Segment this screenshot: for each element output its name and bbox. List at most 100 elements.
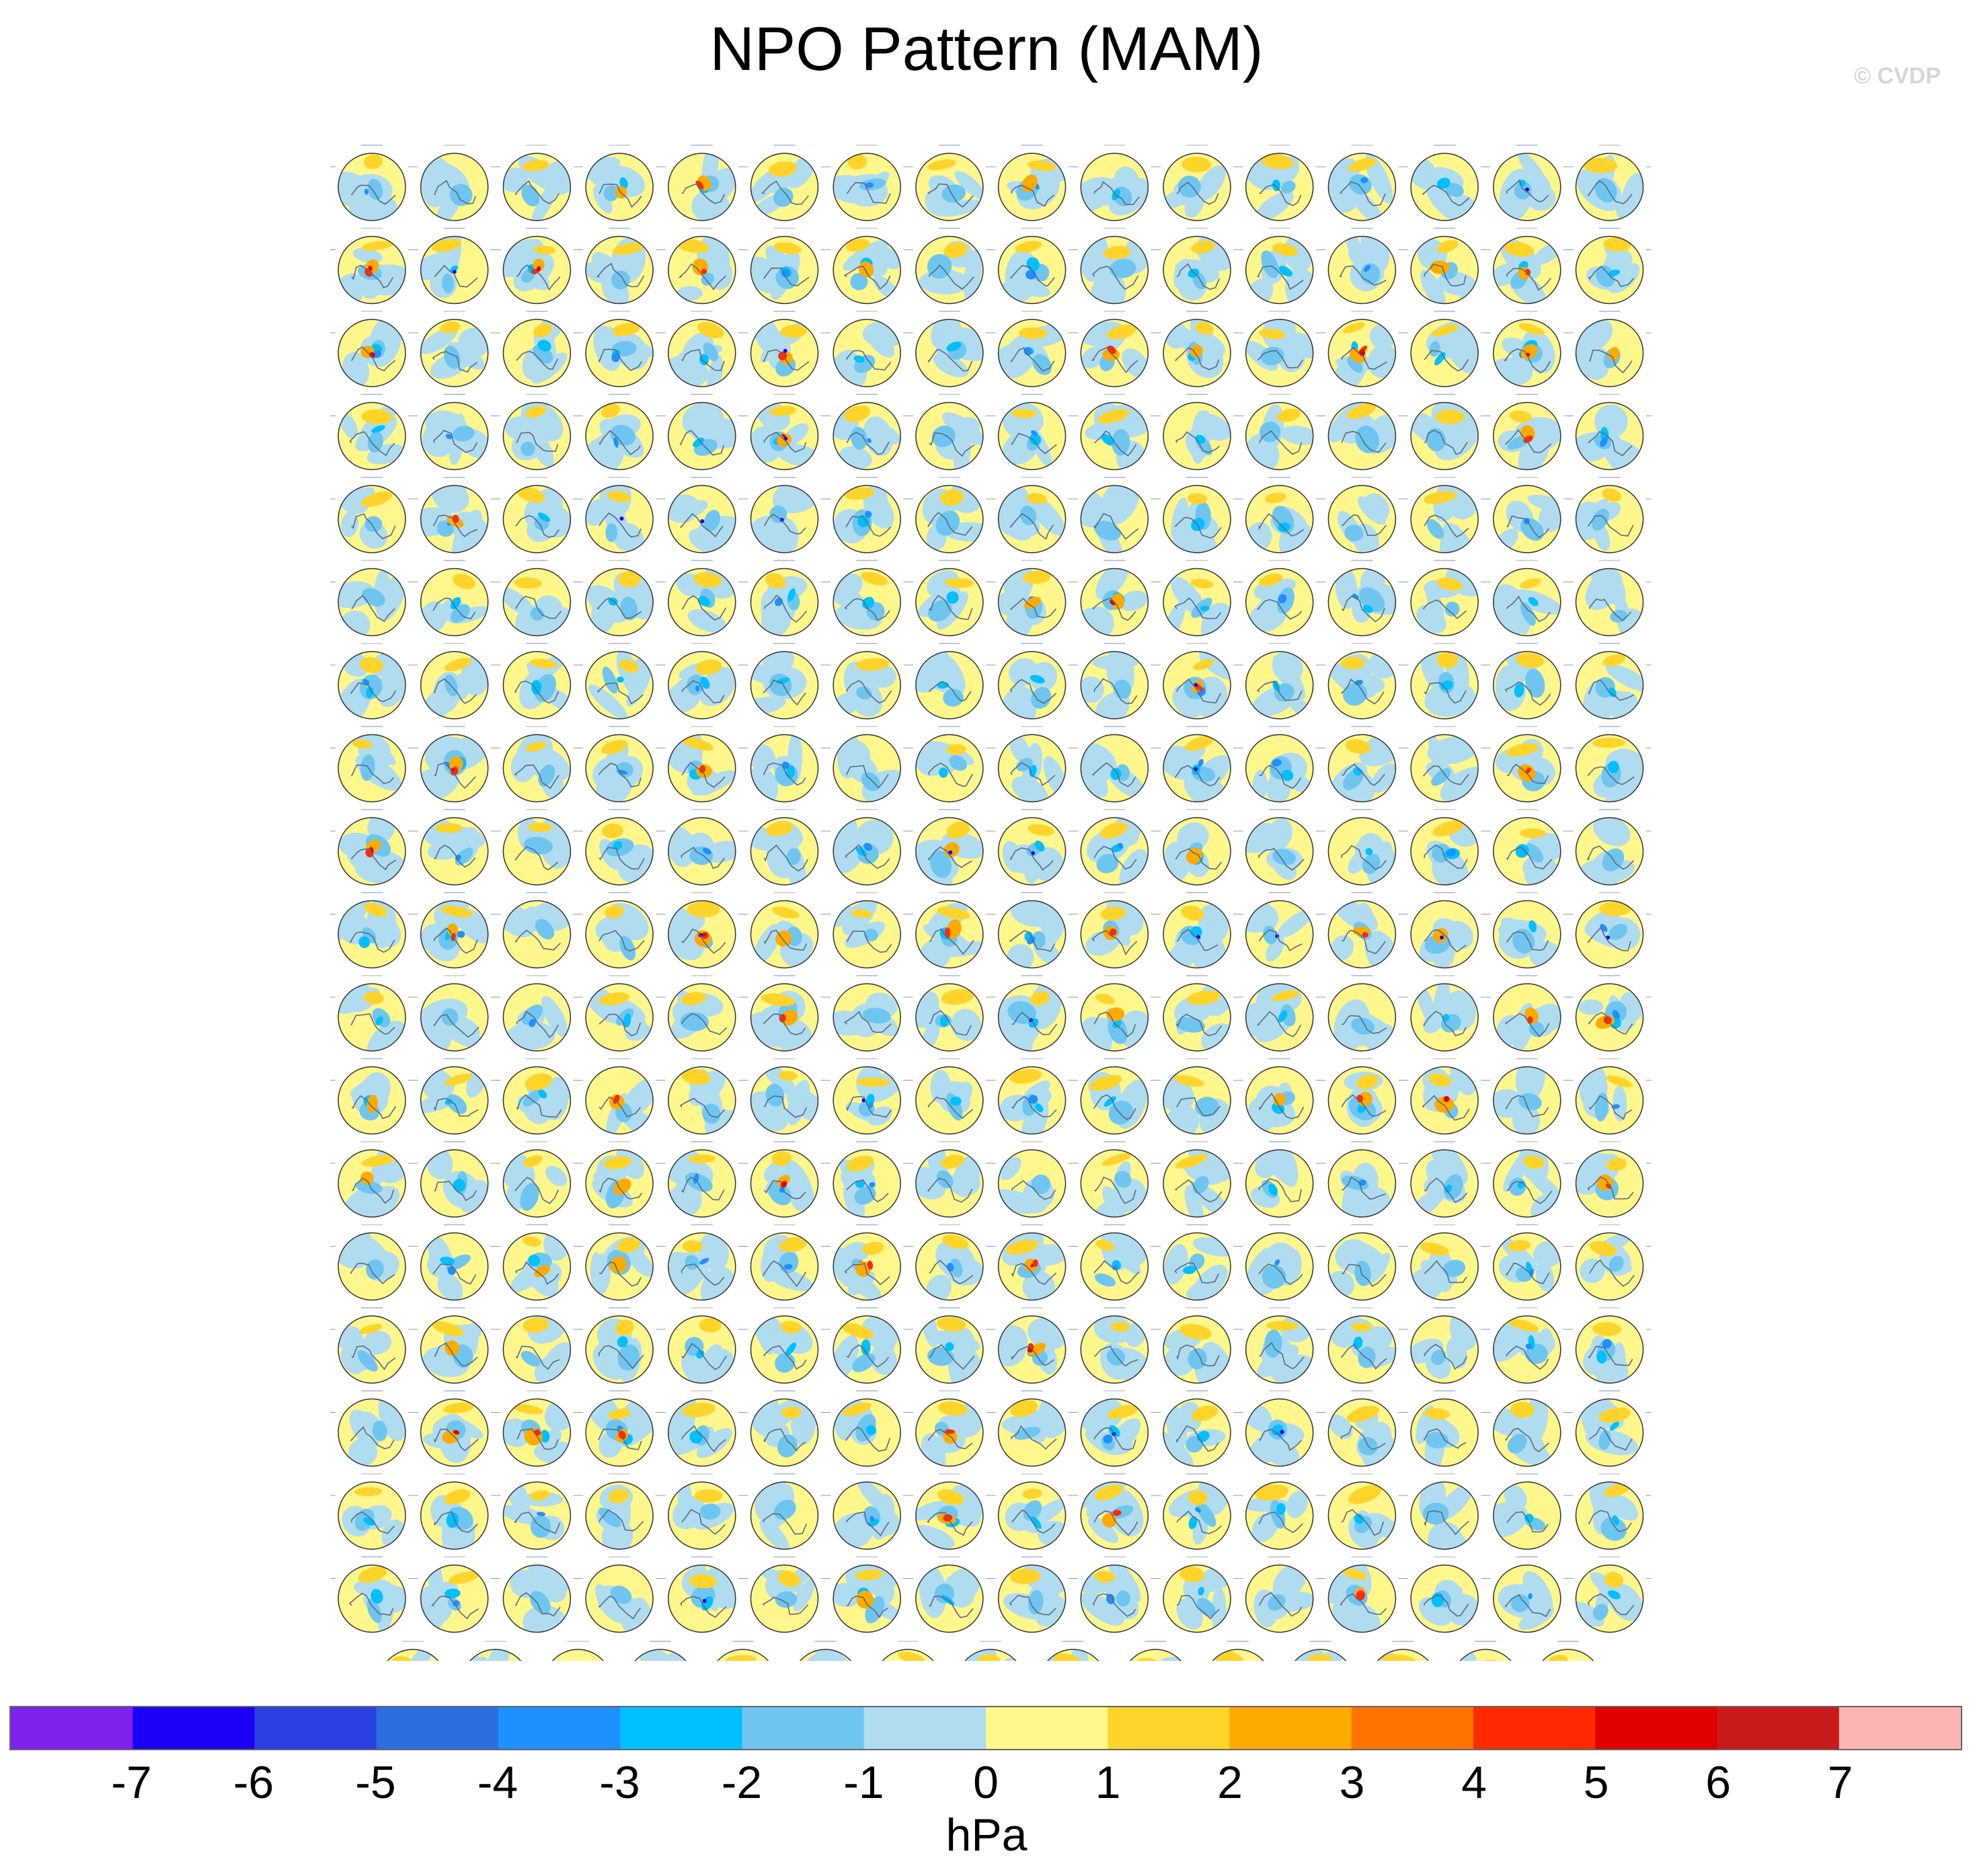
- polar-map-panel: [1568, 559, 1652, 637]
- polar-map-panel: [379, 1641, 447, 1661]
- polar-map-panel: [1155, 1473, 1239, 1550]
- polar-map-panel: [825, 1390, 909, 1467]
- polar-map-panel: [1403, 1473, 1487, 1550]
- polar-map-panel: [742, 975, 826, 1052]
- polar-map-panel: [1403, 1390, 1487, 1467]
- watermark: © CVDP: [1854, 63, 1941, 89]
- polar-map-panel: [1039, 1641, 1107, 1661]
- polar-map-panel: [578, 227, 662, 305]
- colorbar: [9, 1706, 1962, 1750]
- colorbar-box: [620, 1707, 743, 1749]
- polar-map-panel: [412, 1473, 496, 1550]
- polar-map-panel: [1320, 892, 1404, 969]
- polar-map-panel: [1320, 559, 1404, 637]
- polar-map-panel: [742, 145, 826, 221]
- polar-map-panel: [660, 1556, 744, 1633]
- polar-map-panel: [742, 1307, 826, 1384]
- polar-map-panel: [1485, 477, 1569, 553]
- polar-map-panel: [742, 477, 826, 553]
- polar-map-panel: [330, 975, 414, 1052]
- polar-map-panel: [990, 1141, 1074, 1218]
- polar-map-panel: [412, 726, 496, 803]
- polar-map-panel: [627, 1641, 695, 1661]
- polar-map-panel: [330, 227, 414, 305]
- colorbar-tick-label: -4: [477, 1757, 518, 1808]
- polar-map-panel: [660, 643, 744, 719]
- polar-map-panel: [495, 1058, 579, 1135]
- polar-map-panel: [1568, 809, 1652, 886]
- polar-map-panel: [742, 1141, 826, 1218]
- polar-map-panel: [825, 1473, 909, 1550]
- polar-map-panel: [1568, 975, 1652, 1052]
- polar-map-panel: [825, 643, 909, 719]
- polar-map-panel: [1155, 1307, 1239, 1384]
- polar-map-panel: [825, 311, 909, 387]
- polar-map-panel: [495, 1307, 579, 1384]
- polar-map-panel: [825, 1141, 909, 1218]
- polar-map-panel: [1403, 643, 1487, 719]
- polar-map-panel: [1485, 643, 1569, 719]
- polar-map-panel: [1485, 393, 1569, 471]
- polar-map-panel: [578, 477, 662, 553]
- polar-map-panel: [990, 477, 1074, 553]
- polar-map-panel: [412, 809, 496, 886]
- polar-map-panel: [1073, 1224, 1157, 1301]
- polar-map-panel: [1403, 1307, 1487, 1384]
- colorbar-tick-label: -3: [599, 1757, 640, 1808]
- polar-map-panel: [1403, 809, 1487, 886]
- polar-map-panel: [660, 559, 744, 637]
- polar-map-panel: [1155, 809, 1239, 886]
- polar-map-panel: [990, 1556, 1074, 1633]
- polar-map-panel: [1485, 809, 1569, 886]
- polar-map-panel: [1237, 892, 1321, 969]
- polar-map-panel: [1155, 477, 1239, 553]
- polar-map-panel: [1155, 1058, 1239, 1135]
- polar-map-panel: [1485, 1224, 1569, 1301]
- polar-map-panel: [1568, 1556, 1652, 1633]
- polar-map-panel: [825, 809, 909, 886]
- colorbar-box: [1717, 1707, 1840, 1749]
- polar-map-panel: [495, 1390, 579, 1467]
- polar-map-panel: [742, 1390, 826, 1467]
- polar-map-panel: [1073, 1307, 1157, 1384]
- polar-map-panel: [990, 1058, 1074, 1135]
- polar-map-panel: [1320, 975, 1404, 1052]
- polar-map-panel: [1237, 477, 1321, 553]
- polar-map-panel: [1568, 1141, 1652, 1218]
- polar-map-panel: [495, 892, 579, 969]
- polar-map-panel: [1485, 227, 1569, 305]
- polar-map-panel: [1403, 726, 1487, 803]
- polar-map-panel: [1237, 1224, 1321, 1301]
- polar-map-panel: [495, 145, 579, 221]
- polar-map-panel: [412, 1390, 496, 1467]
- polar-map-panel: [1320, 643, 1404, 719]
- polar-map-panel: [742, 1058, 826, 1135]
- polar-map-panel: [412, 559, 496, 637]
- polar-map-panel: [907, 809, 991, 886]
- polar-map-panel: [1237, 311, 1321, 387]
- polar-map-panel: [1369, 1641, 1437, 1661]
- polar-map-panel: [412, 643, 496, 719]
- polar-map-panel: [1403, 1058, 1487, 1135]
- polar-map-panel: [461, 1641, 529, 1661]
- polar-map-panel: [1403, 477, 1487, 553]
- polar-map-panel: [578, 643, 662, 719]
- polar-map-panel: [825, 975, 909, 1052]
- polar-map-panel: [1237, 1141, 1321, 1218]
- polar-map-panel: [1403, 1556, 1487, 1633]
- colorbar-tick-label: 4: [1461, 1757, 1487, 1808]
- polar-map-panel: [1568, 643, 1652, 719]
- polar-map-panel: [1485, 145, 1569, 221]
- polar-map-panel: [330, 1473, 414, 1550]
- polar-map-panel: [742, 892, 826, 969]
- polar-map-panel: [990, 311, 1074, 387]
- polar-map-panel: [660, 1390, 744, 1467]
- polar-map-panel: [330, 809, 414, 886]
- polar-map-panel: [1403, 1224, 1487, 1301]
- colorbar-box: [1108, 1707, 1231, 1749]
- polar-map-panel: [1073, 975, 1157, 1052]
- polar-map-panel: [1155, 643, 1239, 719]
- polar-map-panel: [956, 1641, 1024, 1661]
- polar-map-panel: [1155, 393, 1239, 471]
- polar-map-panel: [495, 643, 579, 719]
